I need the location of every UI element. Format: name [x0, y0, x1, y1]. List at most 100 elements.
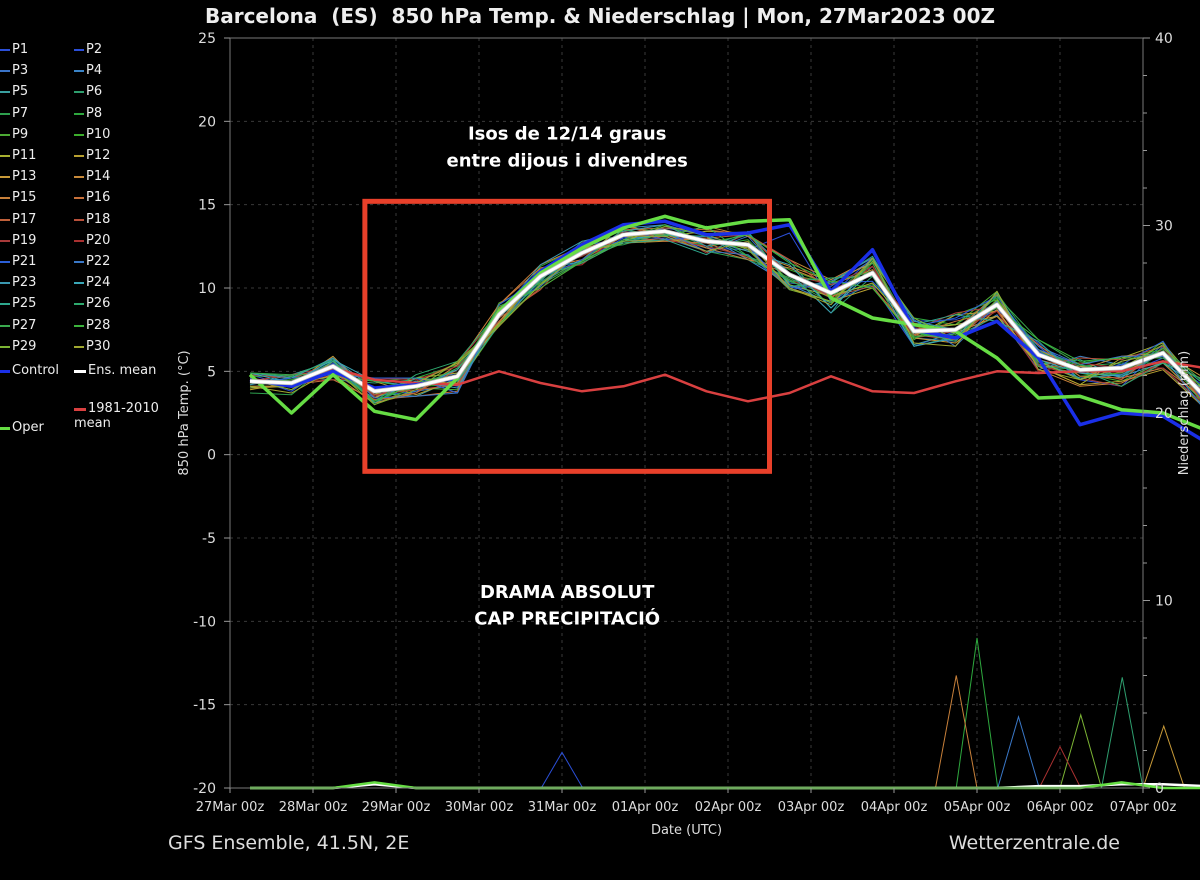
climate-mean-line: [249, 360, 1200, 403]
box-annotation-line-2: entre dijous i divendres: [447, 150, 688, 171]
member-line-P12: [249, 237, 1200, 405]
legend-swatch: [74, 239, 84, 242]
legend-swatch: [0, 218, 10, 221]
legend-label: P27: [12, 317, 37, 333]
legend-item-P19: P19: [0, 233, 36, 249]
legend-swatch: [74, 70, 84, 73]
precip-annotation-line-1: DRAMA ABSOLUT: [480, 582, 655, 603]
legend-item-P26: P26: [74, 296, 110, 312]
legend-item-P5: P5: [0, 84, 28, 100]
legend-item-P6: P6: [74, 84, 102, 100]
highlight-series: [248, 214, 1200, 441]
member-line-P4: [249, 224, 1200, 404]
legend-item-P13: P13: [0, 169, 36, 185]
x-tick-label: 27Mar 00z: [196, 800, 265, 815]
axes: 25 20 15 10 5 0 -5 -10 -15 -20 40 30 20 10 0 27Mar 00z 2…: [177, 31, 1192, 838]
legend-item-P14: P14: [74, 169, 110, 185]
legend-label: P1: [12, 42, 29, 57]
legend-label: P23: [12, 275, 37, 291]
precip-member-spike: [955, 637, 999, 789]
legend-item-P17: P17: [0, 212, 36, 228]
precip-member-spike: [1059, 713, 1102, 789]
legend-item-P8: P8: [74, 106, 102, 122]
legend-swatch: [0, 112, 10, 115]
legend-item-control: Control: [0, 363, 59, 379]
legend-label: P19: [12, 232, 37, 248]
oper-line: [248, 214, 1200, 430]
legend-label: P28: [86, 317, 111, 333]
chart-title: Barcelona (ES) 850 hPa Temp. & Niedersch…: [204, 4, 996, 28]
member-line-P30: [249, 235, 1200, 394]
source-credit: Wetterzentrale.de: [948, 832, 1120, 854]
legend-swatch: [74, 176, 84, 179]
legend-swatch: [0, 282, 10, 285]
y-tick-label: -10: [193, 614, 216, 630]
x-axis-label: Date (UTC): [651, 823, 722, 838]
legend-label: P18: [86, 211, 111, 227]
legend-label: P12: [86, 148, 111, 163]
legend-label: P7: [12, 105, 29, 121]
x-tick-label: 01Apr 00z: [612, 800, 679, 815]
member-line-P9: [249, 239, 1200, 397]
legend-item-climate-mean: 1981-2010 mean: [74, 402, 159, 430]
y-tick-label: -20: [193, 781, 216, 797]
legend-swatch: [0, 324, 10, 327]
legend-label: P6: [86, 84, 103, 100]
legend-label: P26: [86, 296, 111, 312]
box-annotation-line-1: Isos de 12/14 graus: [468, 124, 667, 145]
legend-item-P28: P28: [74, 318, 110, 334]
legend-swatch: [0, 133, 10, 136]
legend-item-ens-mean: Ens. mean: [74, 363, 156, 379]
legend-swatch: [74, 369, 86, 373]
grid: [230, 38, 1143, 788]
legend-item-P21: P21: [0, 254, 36, 270]
legend-swatch: [0, 49, 10, 51]
x-tick-label: 05Apr 00z: [944, 800, 1011, 815]
legend-item-oper: Oper: [0, 420, 44, 436]
legend-label: P2: [86, 42, 103, 57]
highlight-box: [362, 198, 772, 474]
member-line-P20: [250, 230, 1200, 402]
legend-label: P5: [12, 84, 29, 100]
legend-item-P27: P27: [0, 318, 36, 334]
legend-swatch: [74, 324, 84, 327]
y-tick-label: -5: [202, 531, 216, 547]
y-tick-label: 0: [207, 448, 216, 464]
legend-swatch: [74, 49, 84, 51]
x-tick-label: 04Apr 00z: [861, 800, 928, 815]
legend-item-P2: P2: [74, 42, 102, 58]
legend-swatch: [74, 303, 84, 306]
legend-label: P4: [86, 63, 103, 79]
legend-swatch: [0, 426, 10, 430]
y-axis-label: 850 hPa Temp. (°C): [177, 350, 192, 475]
legend-swatch: [74, 218, 84, 221]
precip-member-spike: [1038, 745, 1082, 789]
x-tick-label: 03Apr 00z: [778, 800, 845, 815]
legend-label: P15: [12, 190, 37, 206]
legend-swatch: [0, 197, 10, 200]
legend-item-P3: P3: [0, 63, 28, 79]
legend-item-P4: P4: [74, 63, 102, 79]
legend-swatch: [74, 407, 86, 411]
legend-item-P29: P29: [0, 339, 36, 355]
legend-label: P16: [86, 190, 111, 206]
legend-label: P11: [12, 148, 37, 163]
legend-label: P24: [86, 275, 111, 291]
legend-item-P20: P20: [74, 233, 110, 249]
legend-swatch: [74, 197, 84, 200]
legend-item-P30: P30: [74, 339, 110, 355]
legend-label: P17: [12, 211, 37, 227]
y-tick-label: -15: [193, 698, 216, 714]
y-tick-label: 10: [198, 281, 216, 297]
legend-swatch: [0, 261, 10, 263]
legend-item-P12: P12: [74, 148, 110, 164]
precip-member-spike: [540, 751, 584, 789]
legend-item-P7: P7: [0, 106, 28, 122]
legend-swatch: [0, 369, 10, 373]
member-line-P26: [249, 234, 1200, 402]
y-tick-label: 25: [198, 31, 216, 47]
y-tick-label: 5: [207, 364, 216, 380]
x-tick-label: 02Apr 00z: [695, 800, 762, 815]
y2-axis-label: Niederschlag (mm): [1177, 351, 1192, 476]
